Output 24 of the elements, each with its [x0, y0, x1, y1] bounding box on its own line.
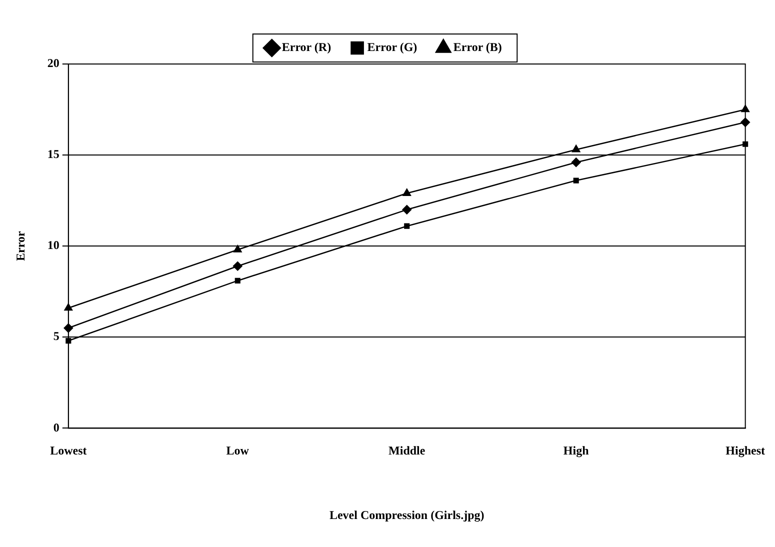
x-axis-title: Level Compression (Girls.jpg) — [329, 508, 484, 522]
x-tick-label: Middle — [388, 443, 426, 458]
point — [572, 144, 580, 152]
point — [402, 188, 411, 196]
point — [234, 245, 242, 252]
y-axis-title: Error — [13, 230, 28, 261]
x-tick-label: Highest — [726, 443, 766, 458]
point — [402, 205, 412, 214]
y-tick-label: 20 — [47, 56, 60, 70]
legend-label: Error (R) — [282, 40, 332, 54]
y-tick-label: 15 — [47, 147, 60, 162]
x-tick-label: Lowest — [50, 443, 87, 458]
point — [404, 223, 410, 229]
legend-label: Error (B) — [453, 40, 502, 54]
y-tick-label: 0 — [53, 420, 60, 434]
x-tick-label: Low — [226, 443, 250, 458]
point — [234, 278, 240, 284]
y-tick-label: 10 — [47, 238, 60, 252]
point — [573, 178, 579, 184]
point — [571, 158, 581, 167]
legend-label: Error (G) — [367, 40, 418, 54]
point — [232, 261, 242, 271]
y-tick-label: 5 — [53, 329, 60, 344]
x-tick-label: High — [563, 443, 590, 458]
